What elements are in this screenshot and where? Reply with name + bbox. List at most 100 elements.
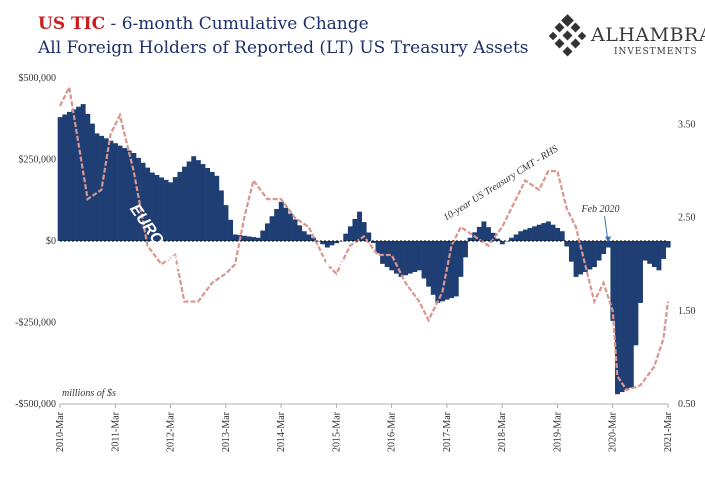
bar-70 [380, 241, 386, 264]
bar-19 [145, 167, 151, 241]
bar-127 [642, 241, 648, 261]
x-tick-label: 2019-Mar [552, 411, 563, 452]
bar-73 [393, 241, 399, 274]
bar-13 [117, 145, 123, 241]
x-tick-label: 2014-Mar [276, 411, 287, 452]
bar-126 [638, 241, 643, 303]
bar-101 [522, 229, 528, 241]
x-tick-label: 2013-Mar [221, 411, 232, 452]
bar-81 [430, 241, 436, 295]
bar-59 [329, 241, 335, 246]
bar-113 [578, 241, 584, 275]
unit-label: millions of $s [62, 388, 116, 399]
title-rest: - 6-month Cumulative Change [105, 14, 369, 34]
bar-42 [251, 237, 257, 241]
bar-131 [661, 241, 666, 259]
bar-93 [486, 227, 491, 241]
x-tick-label: 2017-Mar [442, 411, 453, 452]
bar-26 [177, 171, 183, 241]
bar-64 [352, 219, 358, 241]
bar-105 [541, 223, 547, 241]
bar-76 [407, 241, 413, 274]
bar-41 [246, 236, 252, 241]
bar-31 [200, 164, 206, 241]
bar-22 [159, 177, 164, 241]
x-tick-label: 2016-Mar [387, 411, 398, 452]
bar-83 [440, 241, 445, 302]
bar-120 [610, 241, 616, 321]
bar-95 [495, 238, 501, 241]
bar-89 [467, 237, 473, 241]
bar-116 [592, 241, 597, 268]
x-tick-label: 2020-Mar [608, 411, 619, 452]
chart-title: US TIC - 6-month Cumulative Change [38, 14, 369, 34]
chart-subtitle: All Foreign Holders of Reported (LT) US … [38, 38, 529, 58]
bar-27 [182, 166, 187, 241]
callout-label: Feb 2020 [581, 204, 620, 215]
bar-46 [269, 216, 275, 241]
bar-50 [288, 213, 293, 241]
bar-74 [398, 241, 404, 277]
bar-117 [596, 241, 602, 261]
bar-14 [122, 148, 128, 241]
bar-17 [136, 157, 141, 241]
bar-16 [131, 152, 137, 241]
bar-9 [99, 135, 105, 241]
bar-114 [582, 241, 588, 272]
logo-sub: INVESTMENTS [614, 47, 698, 57]
bar-11 [108, 140, 114, 241]
bar-112 [573, 241, 579, 277]
bar-53 [301, 231, 307, 241]
bar-80 [426, 241, 432, 287]
line-series [59, 83, 670, 392]
bar-47 [274, 209, 280, 241]
bar-130 [656, 241, 662, 271]
bar-54 [306, 234, 312, 241]
bar-75 [403, 241, 409, 276]
logo-name: ALHAMBRA [591, 24, 705, 46]
bar-108 [555, 227, 561, 241]
bar-37 [228, 219, 234, 241]
bar-1 [62, 114, 68, 241]
left-tick-label: $0 [46, 236, 56, 247]
bar-series [57, 104, 671, 395]
bar-30 [195, 160, 201, 241]
bar-33 [209, 171, 215, 241]
bar-99 [513, 234, 519, 241]
bar-111 [568, 241, 574, 262]
x-tick-label: 2018-Mar [497, 411, 508, 452]
bar-45 [264, 223, 270, 241]
x-tick-label: 2011-Mar [110, 411, 121, 451]
bar-107 [550, 224, 556, 241]
bar-72 [389, 241, 395, 271]
bar-48 [278, 201, 284, 241]
bar-115 [587, 241, 593, 270]
bar-125 [633, 241, 639, 346]
right-tick-label: 3.50 [678, 120, 696, 131]
bar-43 [255, 237, 261, 241]
left-tick-label: -$250,000 [15, 318, 56, 329]
bar-2 [66, 111, 72, 242]
bar-129 [651, 241, 657, 268]
bar-40 [241, 235, 247, 241]
bar-110 [564, 241, 570, 247]
bar-34 [214, 175, 220, 241]
bar-21 [154, 174, 160, 241]
bar-119 [605, 241, 611, 248]
bar-63 [347, 226, 353, 241]
bar-29 [191, 156, 197, 241]
bar-86 [453, 241, 459, 297]
bar-0 [57, 117, 63, 241]
bar-36 [223, 205, 229, 241]
bar-67 [366, 232, 372, 241]
bar-44 [260, 230, 266, 241]
bar-102 [527, 227, 533, 241]
right-tick-label: 1.50 [678, 306, 696, 317]
bar-38 [232, 234, 238, 241]
bar-60 [334, 241, 339, 244]
bar-62 [343, 233, 349, 241]
bar-52 [297, 225, 303, 241]
axes: $500,000 $250,000 $0 -$250,000 -$500,000 3.50… [15, 73, 695, 452]
